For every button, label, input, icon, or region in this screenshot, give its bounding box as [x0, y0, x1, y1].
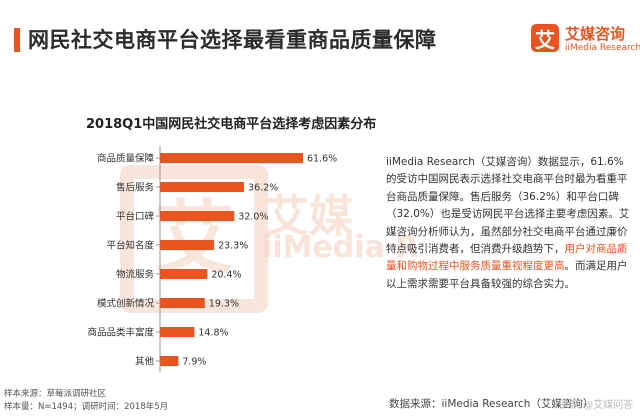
- data-label: 20.4%: [211, 270, 241, 281]
- brand-logo-icon: 艾: [531, 24, 559, 52]
- bar: [160, 240, 215, 250]
- chart-title: 2018Q1中国网民社交电商平台选择考虑因素分布: [86, 117, 377, 132]
- data-label: 36.2%: [248, 183, 278, 194]
- data-label: 14.8%: [198, 328, 228, 339]
- header: 网民社交电商平台选择最看重商品质量保障 艾 艾媒咨询 iiMedia Resea…: [0, 0, 640, 74]
- data-source: 数据来源：iiMedia Research（艾媒咨询）: [389, 398, 594, 410]
- bar: [160, 327, 195, 337]
- category-label: 平台口碑: [116, 211, 155, 223]
- sample-source: 样本来源：草莓派调研社区: [4, 389, 107, 399]
- category-label: 商品品类丰富度: [87, 327, 154, 339]
- data-label: 7.9%: [182, 357, 206, 368]
- bar-chart: 商品质量保障 61.6% 售后服务 36.2% 平台口碑 32.0% 平台知名度 23.3% 物…: [87, 146, 337, 372]
- data-label: 19.3%: [209, 299, 239, 310]
- watermark-text-en: iiMedia R: [262, 230, 419, 265]
- watermark-text-cn: 艾媒: [265, 191, 353, 242]
- bar: [160, 269, 208, 279]
- category-label: 售后服务: [116, 182, 155, 194]
- category-label: 物流服务: [116, 269, 155, 281]
- data-label: 32.0%: [238, 212, 268, 223]
- bar: [160, 298, 205, 308]
- page-title: 网民社交电商平台选择最看重商品质量保障: [28, 28, 437, 52]
- header-accent-bar: [14, 28, 20, 52]
- bar: [160, 356, 179, 366]
- sample-info: 样本来源：草莓派调研社区 样本量：N=1494；调研时间：2018年5月: [4, 388, 168, 414]
- brand-name-cn: 艾媒咨询: [565, 25, 626, 43]
- category-label: 其他: [135, 356, 155, 368]
- description-text: iiMedia Research（艾媒咨询）数据显示，61.6%的受访中国网民表…: [386, 154, 630, 293]
- sample-size: 样本量：N=1494；调研时间：2018年5月: [4, 402, 169, 412]
- corner-brand: 头条 @艾媒问答: [560, 400, 634, 411]
- bar: [160, 182, 245, 192]
- category-label: 模式创新情况: [97, 298, 155, 310]
- bar: [160, 153, 303, 163]
- brand-name-en: iiMedia Research: [565, 43, 640, 53]
- description-highlight: 用户对商品质量和购物过程中服务质量重视程度更高: [386, 243, 628, 273]
- data-label: 23.3%: [218, 241, 248, 252]
- category-label: 平台知名度: [106, 240, 154, 252]
- description-part-1: iiMedia Research（艾媒咨询）数据显示，61.6%的受访中国网民表…: [386, 156, 630, 256]
- description-part-2: 。而满足用户以上需求需要平台具备较强的综合实力。: [386, 260, 628, 290]
- data-label: 61.6%: [307, 154, 337, 165]
- category-label: 商品质量保障: [97, 153, 155, 165]
- bar: [160, 211, 235, 221]
